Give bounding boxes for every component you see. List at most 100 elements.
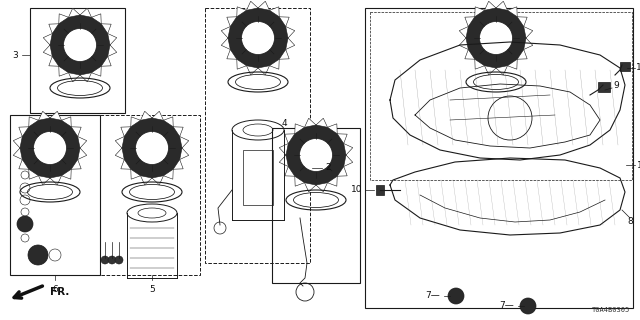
Polygon shape [227,50,237,59]
Polygon shape [77,137,87,148]
Circle shape [300,139,333,172]
Circle shape [136,132,168,164]
Polygon shape [258,1,269,10]
Polygon shape [221,27,230,38]
Polygon shape [285,38,295,50]
Polygon shape [517,17,527,27]
Circle shape [101,256,109,264]
Polygon shape [101,24,111,34]
Bar [370,12,632,180]
Bar [243,150,273,205]
Polygon shape [337,166,347,176]
Polygon shape [59,66,68,76]
Circle shape [241,21,275,54]
Text: 5: 5 [149,285,155,294]
Polygon shape [13,137,22,148]
Circle shape [63,28,97,61]
Polygon shape [524,38,532,50]
Text: 7—: 7— [499,301,514,310]
Polygon shape [269,7,279,17]
Polygon shape [237,7,246,17]
Polygon shape [50,111,61,120]
Polygon shape [80,8,92,17]
Polygon shape [344,155,353,166]
Circle shape [479,21,513,54]
Polygon shape [279,17,289,27]
Polygon shape [484,1,496,10]
Polygon shape [173,127,183,137]
Polygon shape [221,38,230,50]
Bar [376,185,384,195]
Polygon shape [344,143,353,155]
Polygon shape [44,45,52,57]
Bar [620,62,630,71]
Polygon shape [38,111,50,120]
Text: 7—: 7— [425,292,440,300]
Polygon shape [50,176,61,185]
Circle shape [448,288,464,304]
Polygon shape [108,45,116,57]
Circle shape [115,256,123,264]
Polygon shape [131,169,141,179]
Text: 4: 4 [281,118,287,127]
Polygon shape [227,17,237,27]
Polygon shape [29,117,38,127]
Polygon shape [115,148,124,159]
Polygon shape [305,118,316,127]
Polygon shape [475,59,484,69]
Polygon shape [13,148,22,159]
Polygon shape [246,1,258,10]
Polygon shape [131,117,141,127]
Polygon shape [68,73,80,82]
Polygon shape [475,7,484,17]
Circle shape [108,256,116,264]
Polygon shape [121,127,131,137]
Circle shape [286,125,346,185]
Polygon shape [460,38,468,50]
Text: 8: 8 [627,218,633,227]
Circle shape [28,245,48,265]
Polygon shape [328,124,337,134]
Polygon shape [61,117,71,127]
Polygon shape [484,66,496,75]
Polygon shape [80,73,92,82]
Polygon shape [59,14,68,24]
Circle shape [17,216,33,232]
Polygon shape [465,50,475,59]
Polygon shape [237,59,246,69]
Circle shape [33,132,67,164]
Polygon shape [121,159,131,169]
Bar [10,115,100,275]
Polygon shape [152,111,163,120]
Polygon shape [29,169,38,179]
Polygon shape [92,14,101,24]
Text: 2: 2 [325,164,331,172]
Polygon shape [496,66,508,75]
Polygon shape [285,27,295,38]
Text: FR.: FR. [50,287,69,297]
Polygon shape [246,66,258,75]
Polygon shape [337,134,347,143]
Polygon shape [19,127,29,137]
Polygon shape [180,148,189,159]
Text: T0A4B0305: T0A4B0305 [592,307,630,313]
Polygon shape [92,66,101,76]
Polygon shape [258,66,269,75]
Polygon shape [524,27,532,38]
Polygon shape [269,59,279,69]
Polygon shape [279,155,288,166]
Circle shape [122,118,182,178]
Circle shape [466,8,526,68]
Bar [30,8,125,113]
Polygon shape [141,111,152,120]
Polygon shape [508,7,517,17]
Bar [100,115,200,275]
Circle shape [228,8,288,68]
Polygon shape [68,8,80,17]
Polygon shape [101,57,111,66]
Polygon shape [285,134,295,143]
Bar [205,8,310,263]
Circle shape [20,118,80,178]
Bar [365,8,633,308]
Text: 10: 10 [351,186,362,195]
